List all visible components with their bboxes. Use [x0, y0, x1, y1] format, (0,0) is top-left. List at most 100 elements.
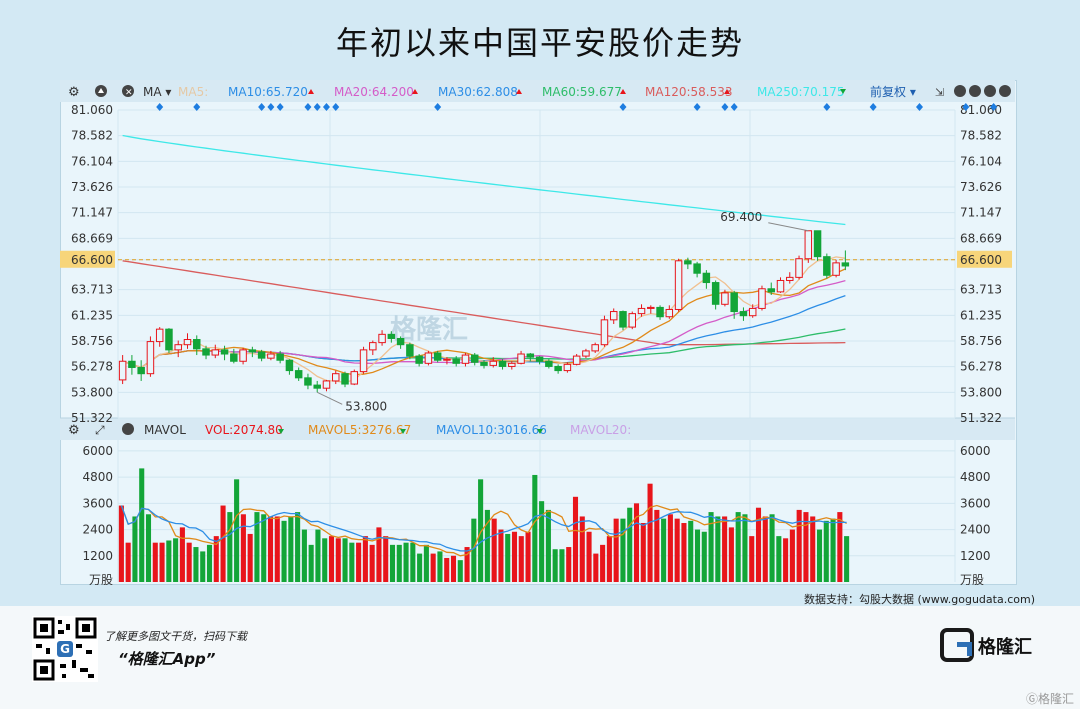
- candle-body: [239, 349, 247, 362]
- candle-body: [406, 344, 414, 357]
- candle-body: [369, 342, 377, 351]
- y-tick-left: 53.800: [71, 385, 113, 399]
- volume-bar: [688, 520, 694, 582]
- volume-bar: [511, 531, 518, 582]
- volume-bar: [335, 538, 341, 582]
- candle-body: [637, 307, 646, 315]
- volume-bar: [376, 527, 382, 582]
- volume-bar: [444, 557, 450, 582]
- y-tick-left: 76.104: [71, 154, 113, 168]
- volume-bar: [667, 514, 673, 582]
- expand-icon[interactable]: ⤢: [94, 423, 105, 437]
- volume-bar: [166, 540, 172, 582]
- mavol5-down-arrow-icon: [400, 429, 406, 434]
- diamond-marker-icon: [276, 103, 284, 111]
- volume-bar: [403, 542, 409, 582]
- volume-bar: [552, 549, 558, 582]
- candle-body: [322, 380, 331, 389]
- volume-bar: [491, 518, 497, 582]
- diamond-marker-icon: [962, 103, 970, 111]
- vol-tick-left: 1200: [82, 549, 113, 563]
- volume-bar: [694, 529, 701, 582]
- diamond-marker-icon: [990, 103, 998, 111]
- volume-bar: [722, 516, 728, 582]
- candle-body: [758, 288, 766, 309]
- ma-select[interactable]: MA ▾: [143, 85, 171, 99]
- y-tick-left: 66.600: [71, 253, 113, 267]
- volume-bar: [579, 516, 585, 582]
- mavol20-value: MAVOL20:: [570, 423, 631, 437]
- diamond-marker-icon: [193, 103, 201, 111]
- volume-bar: [389, 544, 396, 582]
- volume-bar: [179, 527, 185, 582]
- scale-minus-icon[interactable]: [954, 85, 966, 97]
- candle-body: [276, 353, 284, 361]
- volume-bar: [342, 538, 348, 582]
- diamond-marker-icon: [869, 103, 877, 111]
- close-icon[interactable]: [122, 85, 134, 97]
- volume-bar: [450, 555, 457, 582]
- mavol5-value: MAVOL5:3276.67: [308, 423, 411, 437]
- gear-icon[interactable]: ⚙: [68, 85, 80, 100]
- diamond-marker-icon: [721, 103, 729, 111]
- volume-bar: [789, 529, 795, 582]
- vol-unit-right: 万股: [960, 573, 984, 585]
- candle-body: [452, 358, 460, 364]
- vol-tick-left: 2400: [82, 523, 113, 537]
- volume-bar: [654, 509, 660, 582]
- ma-label: MA5:: [178, 85, 208, 99]
- diamond-marker-icon: [304, 103, 312, 111]
- candle-body: [572, 355, 581, 365]
- diamond-marker-icon: [313, 103, 321, 111]
- candle-body: [619, 311, 627, 328]
- volume-bar: [525, 531, 531, 582]
- y-tick-left: 61.235: [71, 308, 113, 322]
- candle-body: [665, 308, 674, 318]
- volume-bar: [213, 536, 219, 582]
- volume-bar: [559, 549, 565, 582]
- vol-tick-right: 1200: [960, 549, 991, 563]
- mavol5-line: [120, 504, 847, 557]
- qr-code-icon[interactable]: G: [32, 616, 98, 682]
- volume-bar: [118, 505, 124, 582]
- candle-body: [202, 348, 210, 356]
- candle-body: [230, 353, 238, 362]
- footer: G 了解更多图文干货，扫码下载 “格隆汇App” 格隆汇 Ⓖ格隆汇: [0, 606, 1080, 709]
- y-tick-right: 61.235: [960, 308, 1002, 322]
- zoom-reset-icon[interactable]: [984, 85, 996, 97]
- volume-bar: [620, 518, 626, 582]
- zoom-in-icon[interactable]: [999, 85, 1011, 97]
- ma250-line: [122, 134, 846, 226]
- volume-bar: [776, 536, 782, 582]
- candle-body: [294, 370, 303, 379]
- y-tick-right: 58.756: [960, 334, 1002, 348]
- watermark: Ⓖ格隆汇: [1025, 692, 1074, 706]
- low-pointer: [316, 391, 343, 405]
- candle-body: [396, 337, 405, 346]
- vol-tick-right: 2400: [960, 523, 991, 537]
- volume-bar: [484, 509, 490, 582]
- diamond-marker-icon: [322, 103, 330, 111]
- log-scale-icon[interactable]: ⇲: [935, 86, 944, 99]
- vol-gear-icon[interactable]: ⚙: [68, 423, 80, 438]
- volume-bar: [783, 538, 789, 582]
- candle-body: [174, 344, 182, 351]
- volume-bar: [661, 518, 667, 582]
- candle-body: [341, 373, 349, 385]
- candle-body: [693, 263, 701, 274]
- candle-body: [332, 373, 340, 382]
- candle-body: [146, 341, 155, 375]
- chart-panel: [60, 80, 1017, 585]
- zoom-out-icon[interactable]: [969, 85, 981, 97]
- volume-bar: [220, 505, 226, 582]
- volume-bar: [823, 520, 829, 582]
- adjust-select[interactable]: 前复权 ▾: [870, 84, 916, 99]
- diamond-marker-icon: [915, 103, 923, 111]
- candle-body: [128, 360, 136, 368]
- candle-body: [498, 360, 507, 367]
- candle-body: [628, 313, 636, 328]
- logo-text: 格隆汇: [978, 637, 1032, 658]
- vol-close-icon[interactable]: [122, 423, 134, 435]
- app-name: “格隆汇App”: [118, 650, 216, 668]
